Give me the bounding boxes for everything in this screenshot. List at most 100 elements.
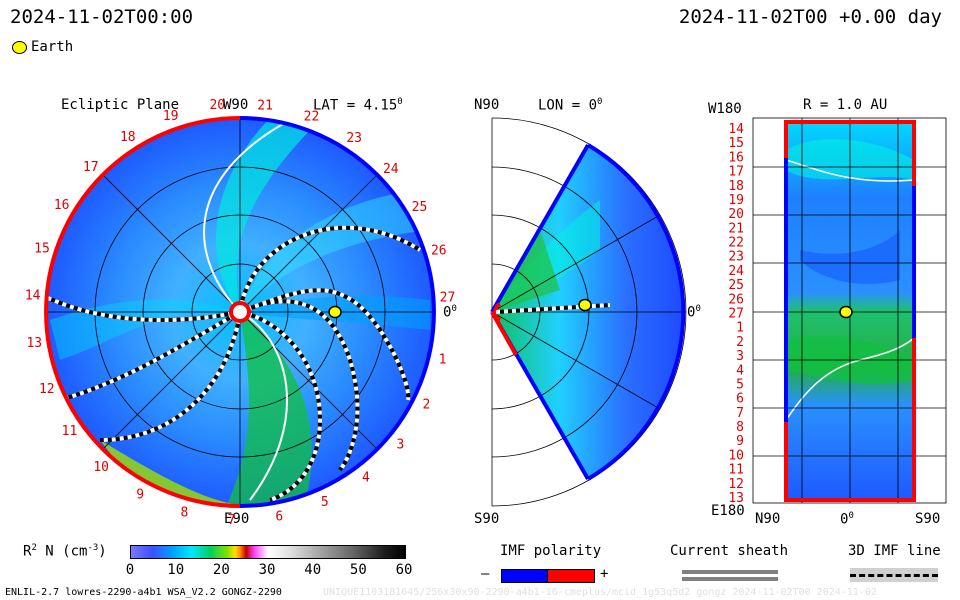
sphere-w180-label: W180 — [708, 101, 742, 117]
sphere-tick-label: 3 — [736, 349, 744, 364]
rotation-number: 2 — [422, 397, 430, 412]
colorbar-tick-label: 40 — [304, 562, 322, 578]
header-right-timestamp: 2024-11-02T00 +0.00 day — [678, 6, 942, 28]
meridional-s90-label: S90 — [474, 511, 500, 527]
sphere-left-ticks: 1415161718192021222324252627123456789101… — [728, 122, 744, 506]
rotation-number: 11 — [62, 424, 78, 439]
sphere-tick-label: 10 — [728, 448, 744, 463]
ecliptic-lat-label: LAT = 4.150 — [313, 97, 403, 114]
sphere-tick-label: 12 — [728, 477, 744, 492]
imf-line-sample — [850, 574, 938, 577]
imf-polarity-plus: + — [600, 566, 609, 582]
rotation-number: 12 — [39, 382, 55, 397]
ecliptic-zero-label: 00 — [443, 304, 457, 321]
imf-polarity-minus: – — [481, 566, 490, 582]
sphere-tick-label: 17 — [728, 165, 744, 180]
footer-model-info: ENLIL-2.7 lowres-2290-a4b1 WSA_V2.2 GONG… — [5, 587, 282, 598]
meridional-lon-label: LON = 00 — [538, 97, 603, 114]
rotation-number: 7 — [228, 513, 236, 528]
sphere-tick-label: 19 — [728, 193, 744, 208]
colorbar-tick-label: 50 — [349, 562, 367, 578]
sphere-tick-label: 16 — [728, 150, 744, 165]
rotation-number: 3 — [396, 438, 404, 453]
sphere-tick-label: 24 — [728, 264, 744, 279]
colorbar-tick-label: 10 — [167, 562, 185, 578]
colorbar-tick-label: 0 — [125, 562, 135, 578]
ecliptic-w90-label: W90 — [223, 97, 249, 113]
sphere-tick-label: 1 — [736, 321, 744, 336]
sphere-tick-label: 7 — [736, 406, 744, 421]
sphere-e180-label: E180 — [711, 503, 745, 519]
colorbar-tick-label: 60 — [395, 562, 413, 578]
earth-marker-meridional — [578, 298, 592, 312]
earth-legend-label: Earth — [31, 39, 74, 55]
sphere-tick-label: 6 — [736, 392, 744, 407]
sphere-tick-label: 26 — [728, 292, 744, 307]
current-sheath-line-2 — [682, 577, 778, 581]
sphere-tick-label: 8 — [736, 420, 744, 435]
colorbar-gradient — [130, 545, 406, 559]
sphere-title: R = 1.0 AU — [803, 97, 888, 113]
rotation-number: 21 — [257, 99, 273, 114]
earth-marker-sphere — [839, 305, 853, 319]
imf-polarity-negative-swatch — [501, 569, 549, 583]
rotation-number: 5 — [321, 495, 329, 510]
sphere-tick-label: 21 — [728, 221, 744, 236]
ecliptic-e90-label: E90 — [224, 511, 250, 527]
rotation-number: 22 — [304, 110, 320, 125]
ecliptic-imf-lines — [47, 225, 422, 502]
rotation-number: 13 — [26, 336, 42, 351]
sphere-tick-label: 4 — [736, 363, 744, 378]
rotation-number: 10 — [93, 460, 109, 475]
sphere-tick-label: 23 — [728, 250, 744, 265]
sphere-tick-label: 15 — [728, 136, 744, 151]
rotation-number: 4 — [362, 471, 370, 486]
imf-polarity-positive-swatch — [547, 569, 595, 583]
sphere-tick-label: 22 — [728, 236, 744, 251]
sphere-n90-label: N90 — [755, 511, 781, 527]
ecliptic-boundary-positive — [44, 116, 241, 508]
sphere-tick-label: 27 — [728, 307, 744, 322]
rotation-number: 27 — [440, 291, 456, 306]
rotation-number: 17 — [83, 160, 99, 175]
sphere-tick-label: 25 — [728, 278, 744, 293]
colorbar-tick-label: 20 — [212, 562, 230, 578]
footer-watermark: UNIQUE1103181645/256x30x90-2290-a4b1-16-… — [323, 587, 877, 598]
rotation-number: 1 — [439, 353, 447, 368]
rotation-number: 6 — [275, 509, 283, 524]
sphere-tick-label: 14 — [728, 122, 744, 137]
imf-polarity-title: IMF polarity — [500, 543, 602, 559]
imf-line-title: 3D IMF line — [848, 543, 941, 559]
sun-marker — [229, 301, 251, 323]
rotation-number: 23 — [346, 131, 362, 146]
ecliptic-boundary-negative — [239, 116, 436, 508]
current-sheath-line-1 — [682, 570, 778, 574]
earth-marker-ecliptic — [328, 305, 342, 319]
earth-legend-icon — [12, 41, 27, 54]
rotation-number: 14 — [25, 288, 41, 303]
ecliptic-title: Ecliptic Plane — [61, 97, 180, 113]
meridional-zero-label: 00 — [687, 304, 701, 321]
current-sheath-title: Current sheath — [670, 543, 789, 559]
sphere-tick-label: 18 — [728, 179, 744, 194]
sphere-zero-label: 00 — [840, 511, 854, 528]
sphere-tick-label: 13 — [728, 491, 744, 506]
rotation-number: 20 — [209, 98, 225, 113]
rotation-number: 24 — [383, 162, 399, 177]
sphere-tick-label: 20 — [728, 207, 744, 222]
rotation-number: 8 — [180, 505, 188, 520]
rotation-number: 18 — [120, 130, 136, 145]
sphere-tick-label: 9 — [736, 434, 744, 449]
rotation-number: 19 — [163, 109, 179, 124]
rotation-number: 26 — [431, 244, 447, 259]
colorbar-tick-label: 30 — [258, 562, 276, 578]
rotation-number: 9 — [136, 488, 144, 503]
sphere-s90-label: S90 — [915, 511, 941, 527]
rotation-number: 16 — [54, 198, 70, 213]
sphere-tick-label: 2 — [736, 335, 744, 350]
rotation-number: 25 — [412, 200, 428, 215]
